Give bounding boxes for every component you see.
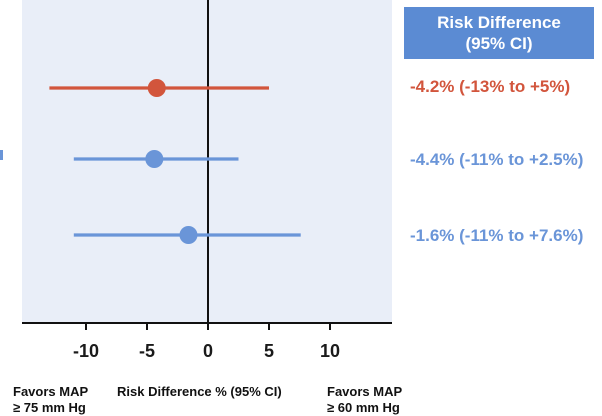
x-tick-label: 10 bbox=[320, 341, 340, 361]
header-line-2: (95% CI) bbox=[465, 34, 533, 53]
estimate-label-3: -1.6% (-11% to +7.6%) bbox=[410, 226, 584, 245]
estimate-label-1: -4.2% (-13% to +5%) bbox=[410, 77, 571, 96]
x-tick-label: 5 bbox=[264, 341, 274, 361]
point-estimate-2 bbox=[145, 150, 164, 168]
x-axis-label: Risk Difference % (95% CI) bbox=[117, 384, 282, 399]
favors-left-label: Favors MAP ≥ 75 mm Hg bbox=[13, 384, 88, 416]
edge-marker bbox=[0, 150, 3, 160]
favors-right-line-1: Favors MAP bbox=[327, 384, 403, 399]
favors-left-line-1: Favors MAP bbox=[13, 384, 89, 399]
x-tick-label: -5 bbox=[139, 341, 155, 361]
favors-left-line-2: ≥ 75 mm Hg bbox=[13, 400, 86, 415]
point-estimate-1 bbox=[147, 79, 166, 97]
x-tick-label: -10 bbox=[73, 341, 99, 361]
favors-right-label: Favors MAP ≥ 60 mm Hg bbox=[327, 384, 402, 416]
header-line-1: Risk Difference bbox=[437, 13, 561, 32]
risk-difference-header: Risk Difference (95% CI) bbox=[404, 7, 594, 59]
x-tick-label: 0 bbox=[203, 341, 213, 361]
favors-right-line-2: ≥ 60 mm Hg bbox=[327, 400, 400, 415]
estimate-label-2: -4.4% (-11% to +2.5%) bbox=[410, 150, 584, 169]
point-estimate-3 bbox=[179, 226, 198, 244]
